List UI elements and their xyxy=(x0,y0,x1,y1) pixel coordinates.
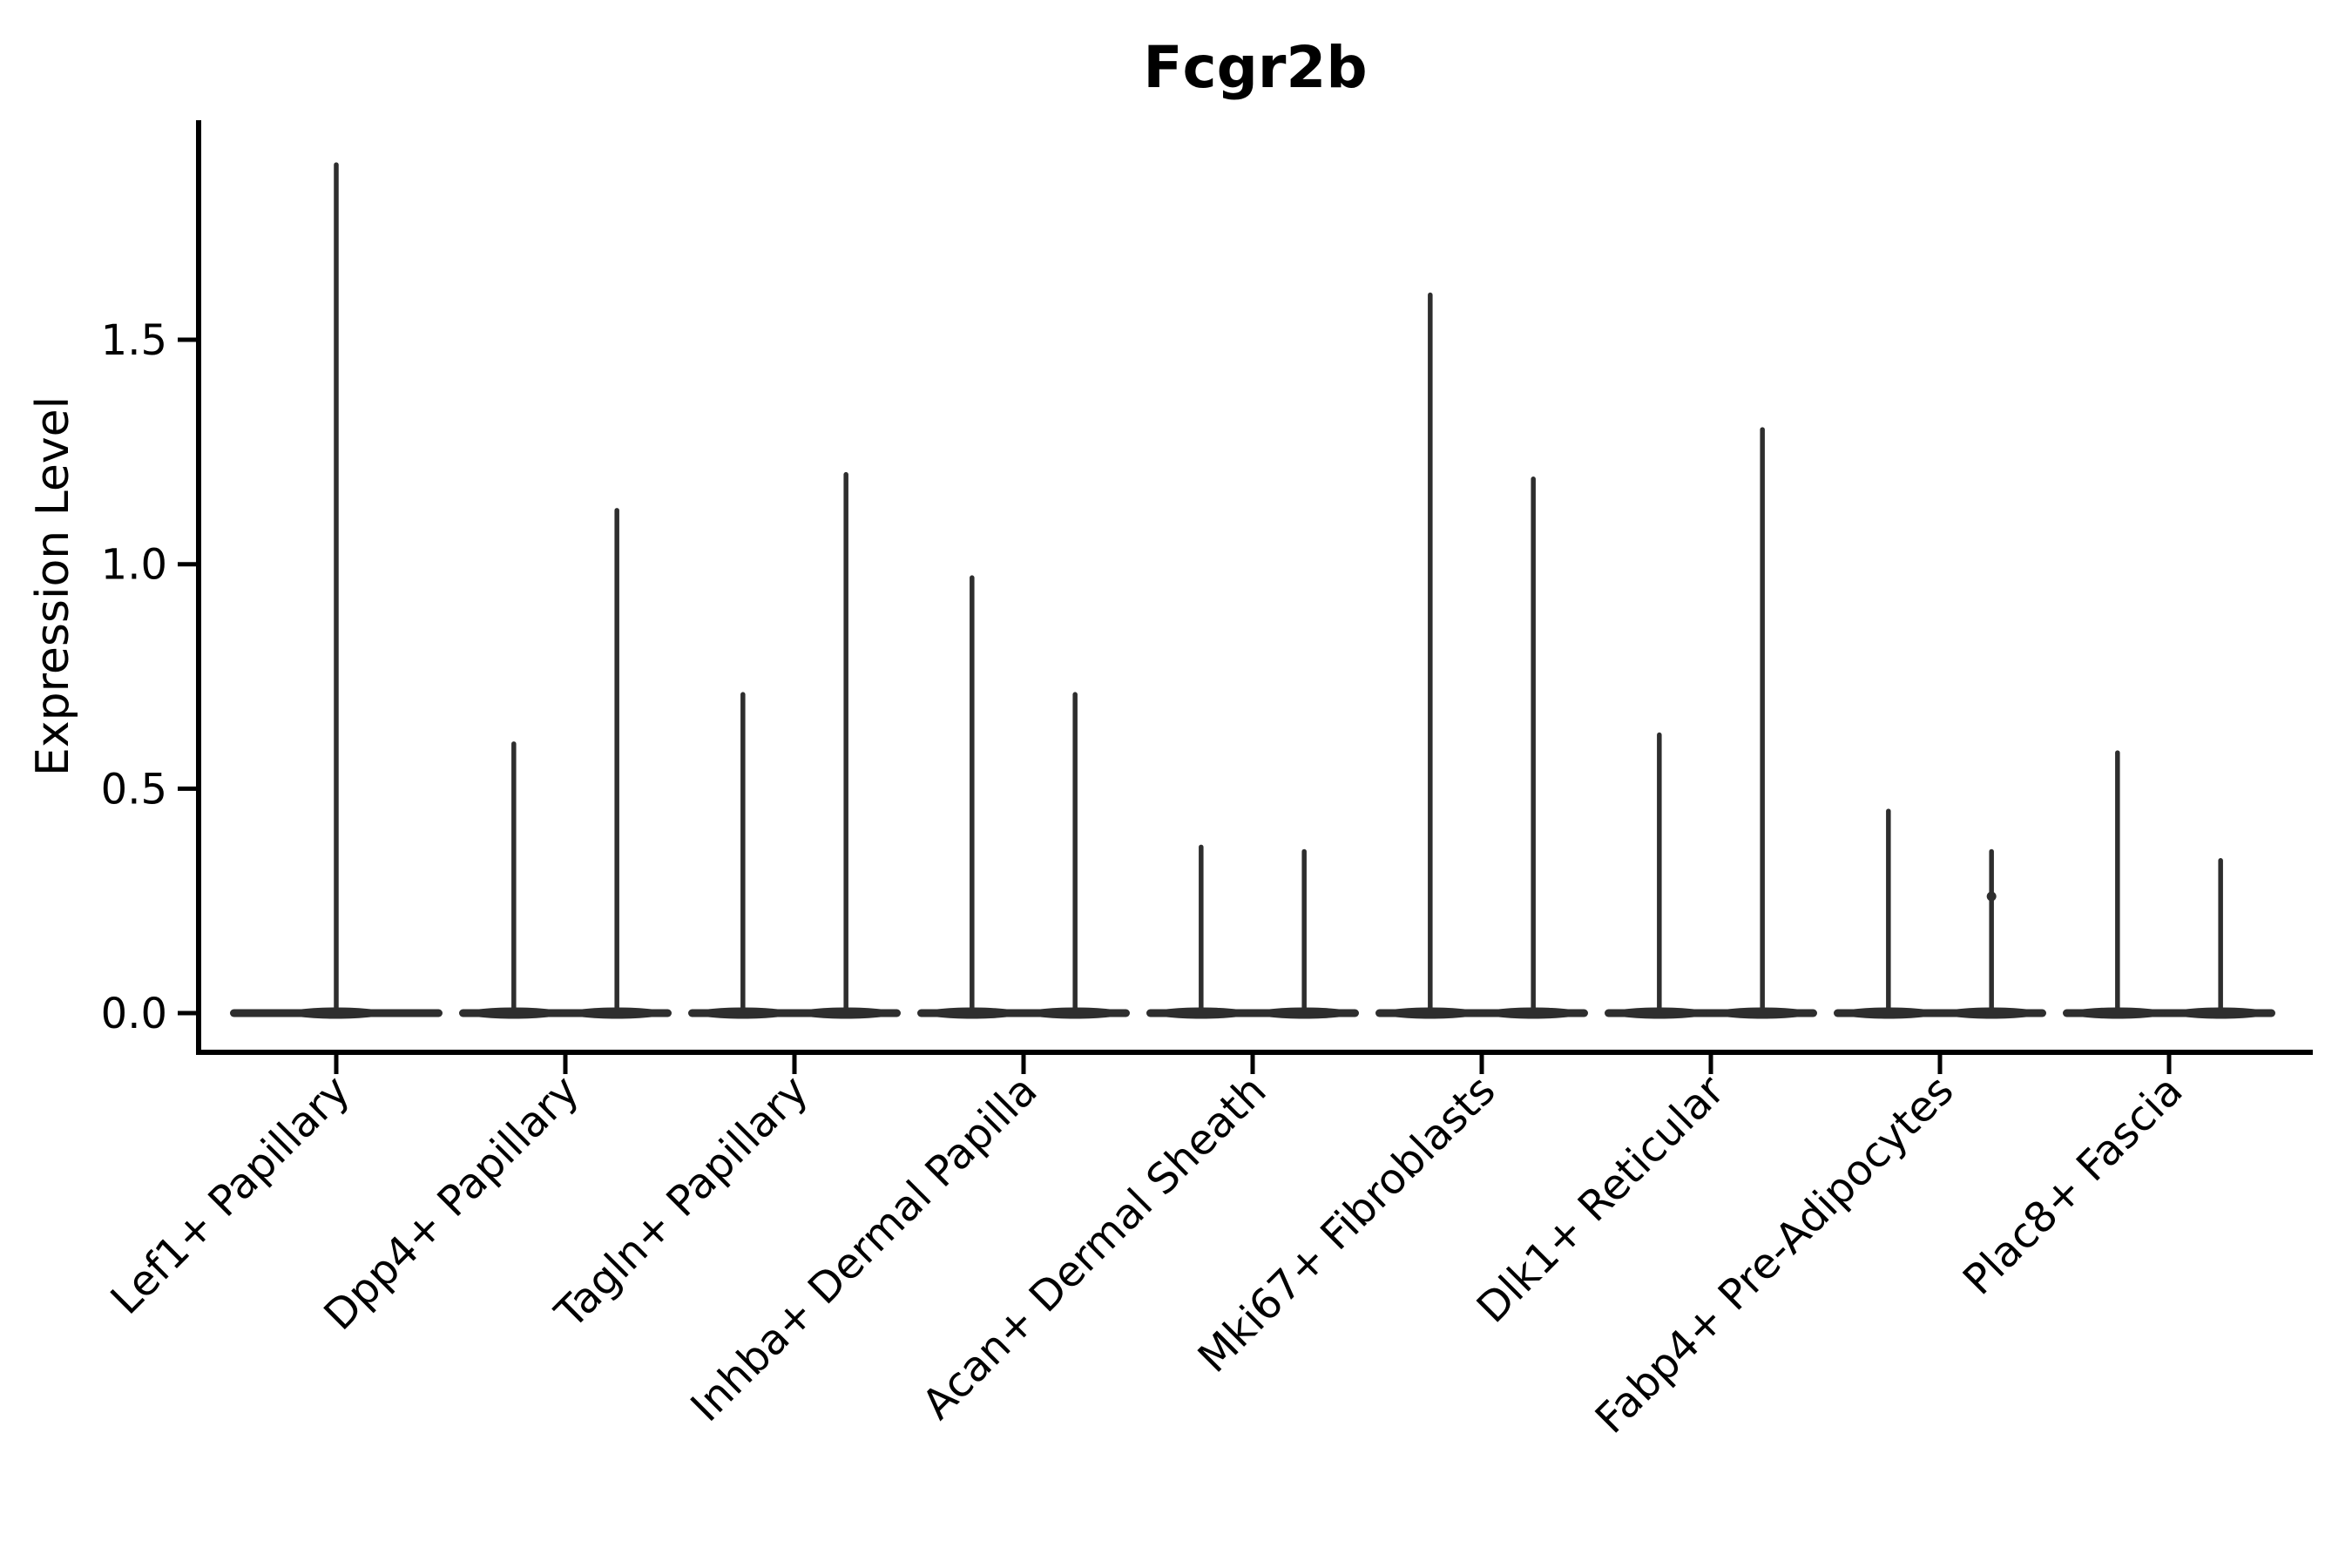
x-tick-label: Dlk1+ Reticular xyxy=(1468,1066,1734,1333)
x-tick-label: Plac8+ Fascia xyxy=(1954,1066,2193,1305)
y-tick-label: 0.5 xyxy=(101,765,167,814)
x-tick-label: Tagln+ Papillary xyxy=(545,1066,817,1338)
y-tick-label: 1.0 xyxy=(101,541,167,590)
x-tick-label: Dpp4+ Papillary xyxy=(314,1066,588,1340)
x-tick-label: Lef1+ Papillary xyxy=(102,1066,360,1324)
y-axis-title: Expression Level xyxy=(27,396,79,776)
violin-dot xyxy=(1986,891,1997,902)
chart-title: Fcgr2b xyxy=(1143,34,1367,101)
y-tick-label: 0.0 xyxy=(101,990,167,1038)
y-tick-label: 1.5 xyxy=(101,316,167,365)
